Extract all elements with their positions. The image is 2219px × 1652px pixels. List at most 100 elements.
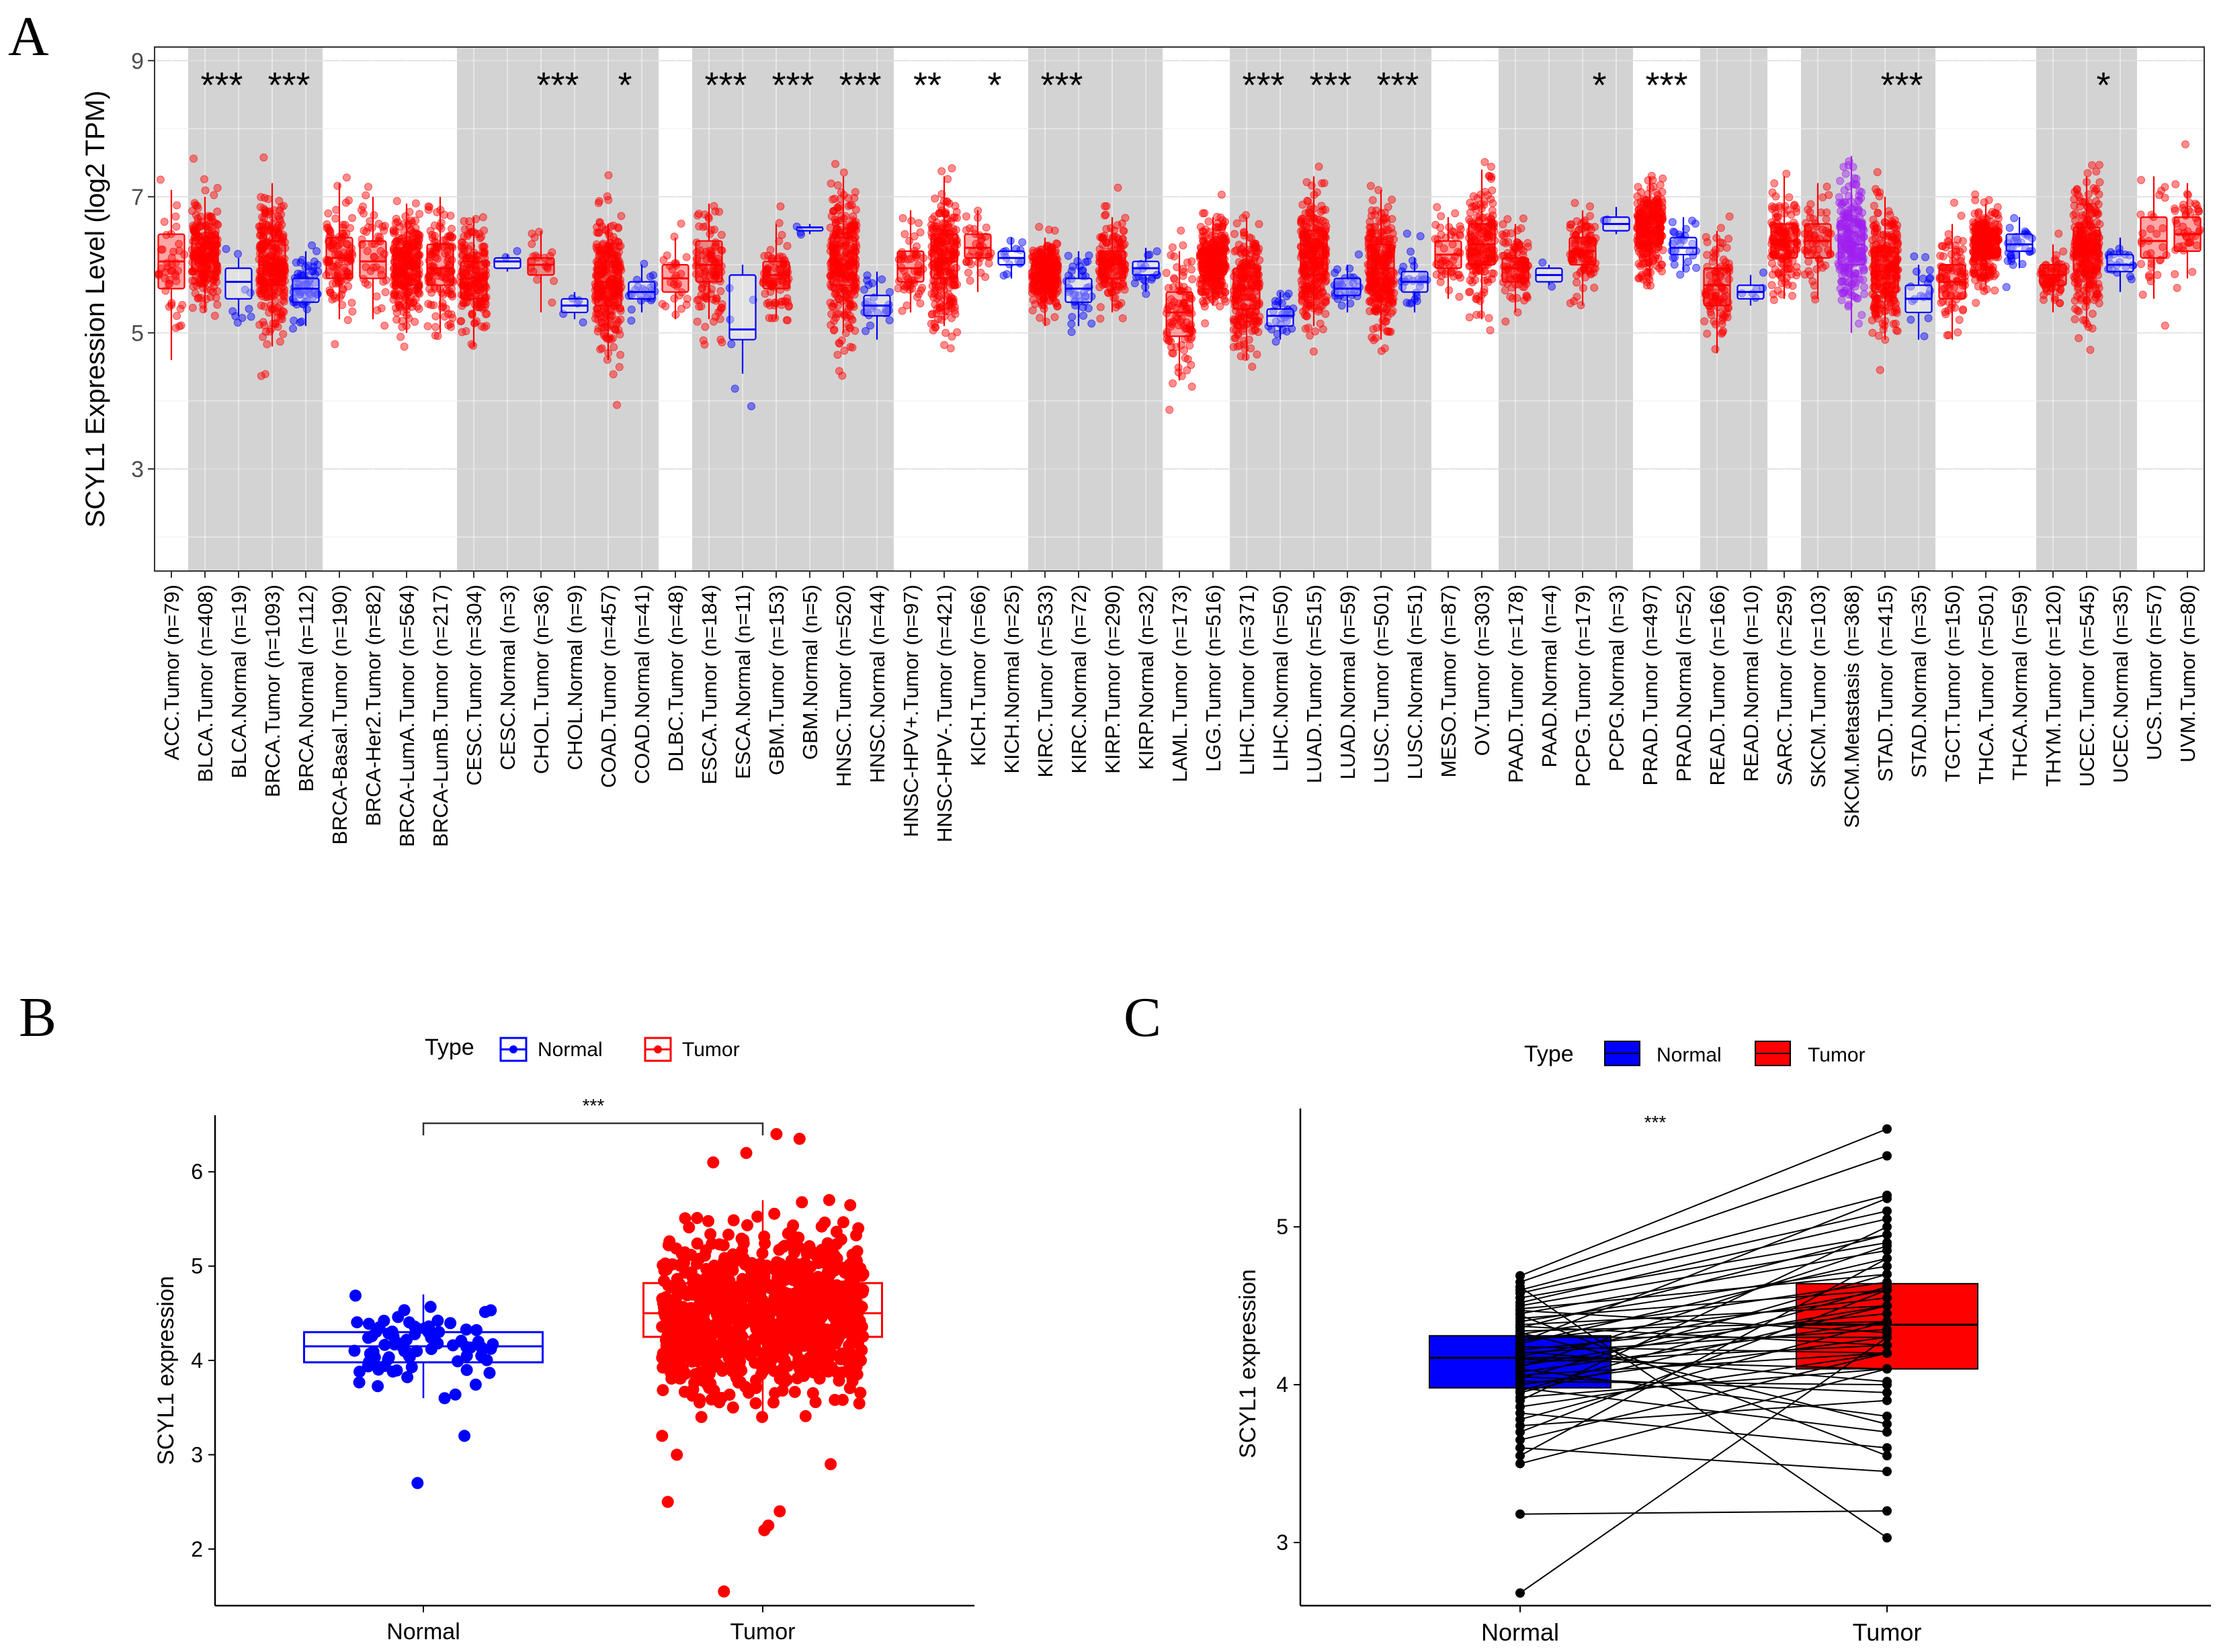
data-point (1582, 223, 1591, 232)
data-point (1703, 251, 1712, 259)
panel-a-shading (188, 47, 2137, 571)
data-point (190, 199, 199, 208)
data-point (200, 175, 208, 183)
data-point (533, 275, 542, 284)
data-point (313, 261, 322, 269)
data-point (833, 181, 842, 189)
data-point (1035, 222, 1044, 231)
data-point (213, 207, 222, 216)
data-point (627, 305, 636, 314)
data-point (347, 298, 356, 307)
data-point (1515, 240, 1524, 249)
data-point (1200, 209, 1209, 218)
data-point (199, 300, 208, 309)
data-point (1318, 275, 1327, 284)
data-point (868, 279, 877, 288)
data-point (834, 301, 842, 310)
data-point (952, 208, 961, 216)
data-point (448, 232, 457, 241)
shade-band-cesc (457, 47, 524, 571)
data-point (1050, 248, 1059, 257)
data-point (196, 276, 204, 284)
data-point (431, 312, 440, 320)
data-point (930, 319, 939, 328)
data-point (1659, 174, 1667, 183)
data-point (593, 240, 601, 249)
data-point (1658, 187, 1667, 196)
data-point (1451, 209, 1460, 218)
data-point (1770, 179, 1779, 187)
data-point (1366, 228, 1374, 237)
data-point (1480, 158, 1489, 167)
data-point (1670, 260, 1679, 269)
data-point (300, 271, 308, 279)
data-point (937, 167, 946, 175)
data-point (1657, 260, 1666, 269)
data-point (962, 257, 971, 266)
data-point (1284, 290, 1293, 298)
data-point (1234, 314, 1243, 323)
data-point (1081, 258, 1090, 267)
data-point (698, 284, 706, 293)
data-point (1486, 326, 1495, 335)
data-point (1725, 212, 1734, 221)
data-point (627, 316, 636, 325)
data-point (1333, 295, 1342, 303)
data-point (1068, 312, 1077, 321)
data-point (1383, 312, 1392, 321)
data-point (1040, 295, 1048, 304)
data-point (727, 340, 736, 349)
data-point (610, 343, 618, 351)
data-point (1487, 163, 1495, 171)
data-point (710, 202, 718, 210)
data-point (392, 214, 401, 223)
data-point (1174, 368, 1183, 377)
data-point (761, 290, 769, 298)
data-point (1183, 355, 1192, 363)
data-point (778, 297, 787, 306)
data-point (1188, 275, 1197, 284)
data-point (196, 212, 205, 221)
data-point (364, 280, 372, 289)
data-point (1676, 270, 1685, 279)
data-point (1649, 255, 1658, 264)
data-point (1488, 186, 1497, 195)
data-point (188, 276, 197, 285)
data-point (1271, 337, 1280, 346)
data-point (616, 351, 625, 359)
shade-band-lusc (1364, 47, 1431, 571)
data-point (1652, 200, 1661, 208)
data-point (605, 333, 614, 342)
data-point (171, 272, 180, 281)
data-point (401, 288, 410, 296)
data-point (944, 175, 952, 183)
data-point (1302, 286, 1310, 295)
data-point (898, 306, 907, 315)
data-point (1636, 188, 1645, 196)
data-point (614, 318, 622, 327)
data-point (1501, 317, 1510, 326)
data-point (1487, 175, 1495, 183)
data-point (1718, 239, 1727, 247)
data-point (604, 171, 613, 179)
data-point (1483, 213, 1492, 222)
data-point (1115, 301, 1123, 310)
data-point (175, 240, 183, 248)
data-point (797, 230, 805, 239)
data-point (1481, 267, 1489, 275)
data-point (1718, 329, 1726, 338)
data-point (1634, 247, 1643, 256)
shade-band-pcpg (1566, 47, 1633, 571)
data-point (767, 314, 776, 322)
data-point (1169, 283, 1177, 292)
data-point (1456, 273, 1465, 282)
data-point (1407, 247, 1415, 256)
data-point (693, 317, 702, 326)
data-point (716, 287, 725, 296)
data-point (609, 370, 618, 379)
data-point (1436, 277, 1445, 286)
data-point (932, 218, 941, 227)
data-point (1185, 341, 1194, 350)
data-point (579, 318, 587, 327)
data-point (513, 247, 521, 255)
